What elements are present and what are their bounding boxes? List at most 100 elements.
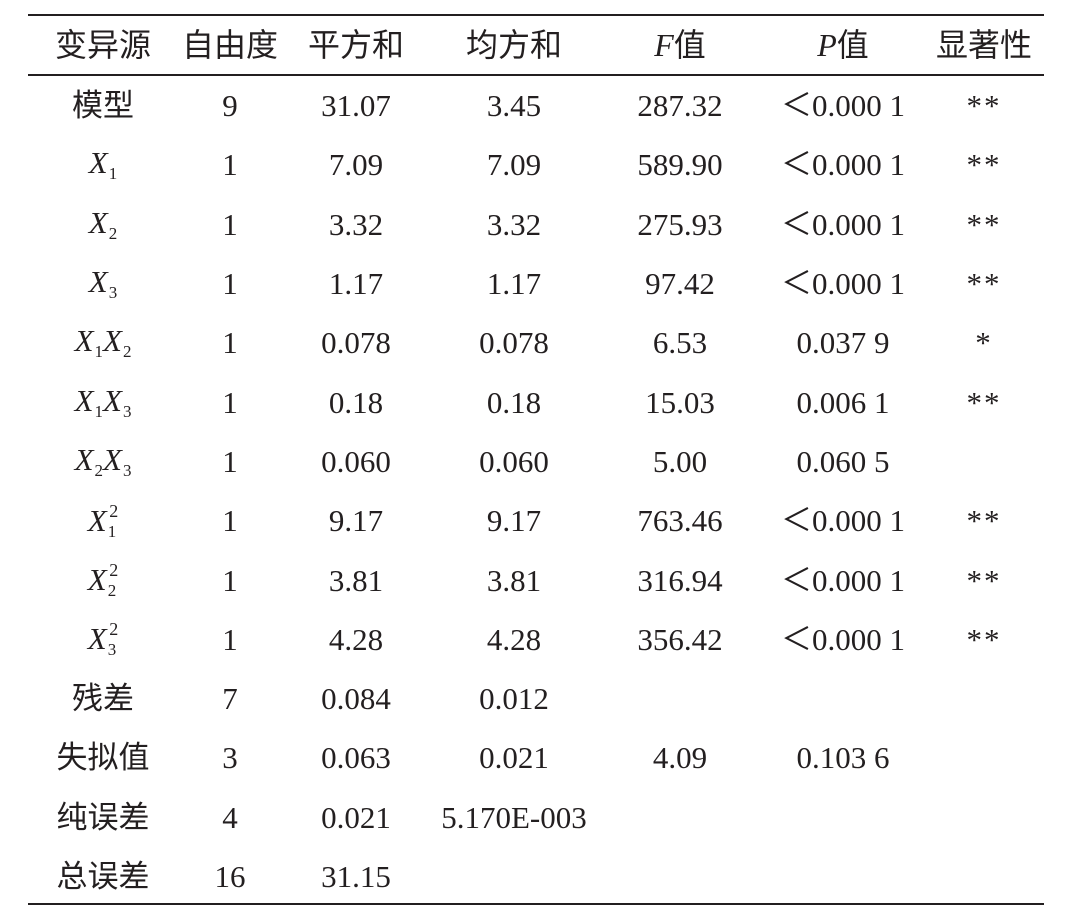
- header-df: 自由度: [181, 27, 278, 63]
- source-variable: X: [88, 204, 108, 240]
- cell-f: 97.42: [645, 266, 715, 302]
- cell-significance: *: [975, 325, 993, 361]
- cell-df: 1: [222, 621, 238, 657]
- source-subscript: 1: [94, 401, 104, 421]
- cell-ms: 1.17: [486, 266, 542, 302]
- cell-source: X2X3: [28, 432, 178, 491]
- cell-ss: 4.28: [328, 621, 384, 657]
- anova-table: 变异源 自由度 平方和 均方和 F值 P值 显著性 模型 9 31.07 3.45 28…: [28, 16, 1044, 906]
- table-row: X2X3 1 0.060 0.060 5.00 0.060 5: [28, 432, 1044, 491]
- cell-significance: **: [966, 621, 1002, 657]
- cell-p: 0.060 5: [796, 443, 890, 479]
- cell-df: 1: [222, 384, 238, 420]
- table-row: X3 1 1.17 1.17 97.42 ＜0.000 1 **: [28, 254, 1044, 313]
- cell-f: 589.90: [637, 147, 723, 183]
- cell-source: X1X2: [28, 313, 178, 372]
- cell-ms: 0.012: [479, 681, 549, 717]
- cell-df: 1: [222, 443, 238, 479]
- cell-ss: 0.021: [321, 799, 391, 835]
- cell-significance: **: [966, 384, 1002, 420]
- cell-ss: 0.060: [321, 443, 391, 479]
- cell-source: 总误差: [56, 859, 150, 894]
- table-header-rule: [28, 74, 1044, 76]
- cell-p: ＜0.000 1: [781, 266, 905, 302]
- cell-source: 残差: [72, 681, 134, 717]
- source-subscript: 2: [94, 460, 104, 480]
- header-f-letter: F: [654, 27, 674, 63]
- cell-df: 1: [222, 503, 238, 539]
- cell-significance: **: [966, 206, 1002, 242]
- cell-ms: 0.021: [479, 740, 549, 776]
- cell-p: ＜0.000 1: [781, 88, 905, 124]
- cell-ss: 1.17: [328, 266, 384, 302]
- table-body: 模型 9 31.07 3.45 287.32 ＜0.000 1 ** X1 1 7.09 7.09 5…: [28, 74, 1044, 906]
- cell-ms: 0.18: [486, 384, 542, 420]
- source-subscript: 1: [107, 521, 117, 541]
- cell-ss: 7.09: [328, 147, 384, 183]
- cell-p: ＜0.000 1: [781, 503, 905, 539]
- cell-source: X1: [28, 135, 178, 194]
- cell-source: 纯误差: [56, 799, 150, 835]
- cell-ss: 0.084: [321, 681, 391, 717]
- cell-source: X3: [28, 254, 178, 313]
- table-bottom-rule: [28, 903, 1044, 905]
- source-variable: X: [87, 621, 107, 657]
- table-row: 总误差 16 31.15: [28, 847, 1044, 906]
- cell-p: 0.103 6: [796, 740, 890, 776]
- cell-p: [762, 669, 924, 728]
- cell-f: [598, 847, 762, 906]
- source-subscript-2: 3: [122, 460, 132, 480]
- cell-df: 1: [222, 325, 238, 361]
- cell-ss: 3.32: [328, 206, 384, 242]
- table-row: X32 1 4.28 4.28 356.42 ＜0.000 1 **: [28, 610, 1044, 669]
- header-ms: 均方和: [465, 27, 562, 63]
- cell-ms: 3.32: [486, 206, 542, 242]
- cell-source: X22: [28, 550, 178, 609]
- cell-df: 4: [222, 799, 238, 835]
- cell-ms: 3.81: [486, 562, 542, 598]
- source-subscript: 1: [108, 164, 118, 184]
- cell-significance: **: [966, 147, 1002, 183]
- cell-source: X1X3: [28, 372, 178, 431]
- cell-p: 0.006 1: [796, 384, 890, 420]
- cell-f: [598, 788, 762, 847]
- cell-significance: **: [966, 562, 1002, 598]
- cell-ms: [430, 847, 598, 906]
- table-row: X12 1 9.17 9.17 763.46 ＜0.000 1 **: [28, 491, 1044, 550]
- cell-f: 6.53: [652, 325, 708, 361]
- cell-significance: **: [966, 266, 1002, 302]
- table-top-rule: [28, 14, 1044, 16]
- cell-df: 1: [222, 562, 238, 598]
- cell-f: 316.94: [637, 562, 723, 598]
- cell-significance: **: [966, 503, 1002, 539]
- cell-ms: 0.078: [479, 325, 549, 361]
- cell-ss: 0.078: [321, 325, 391, 361]
- cell-significance: [924, 728, 1044, 787]
- cell-ss: 0.18: [328, 384, 384, 420]
- cell-ms: 0.060: [479, 443, 549, 479]
- source-subscript: 1: [94, 342, 104, 362]
- source-subscript: 3: [108, 283, 118, 303]
- header-p: P值: [762, 16, 924, 74]
- cell-df: 1: [222, 206, 238, 242]
- header-source: 变异源: [54, 27, 151, 63]
- cell-p: ＜0.000 1: [781, 562, 905, 598]
- cell-df: 1: [222, 147, 238, 183]
- cell-significance: [924, 847, 1044, 906]
- cell-source: 失拟值: [56, 740, 150, 776]
- source-subscript: 2: [107, 581, 117, 601]
- cell-significance: [924, 788, 1044, 847]
- table-row: 模型 9 31.07 3.45 287.32 ＜0.000 1 **: [28, 74, 1044, 135]
- header-significance: 显著性: [935, 27, 1032, 63]
- cell-df: 7: [222, 681, 238, 717]
- table-row: X1 1 7.09 7.09 589.90 ＜0.000 1 **: [28, 135, 1044, 194]
- cell-ms: 5.170E-003: [441, 799, 587, 835]
- cell-significance: [924, 432, 1044, 491]
- cell-p: 0.037 9: [796, 325, 890, 361]
- source-variable: X: [74, 382, 94, 418]
- cell-f: 275.93: [637, 206, 723, 242]
- source-variable: X: [88, 264, 108, 300]
- source-subscript-2: 3: [122, 401, 132, 421]
- cell-f: 15.03: [645, 384, 715, 420]
- header-row: 变异源 自由度 平方和 均方和 F值 P值 显著性: [28, 16, 1044, 74]
